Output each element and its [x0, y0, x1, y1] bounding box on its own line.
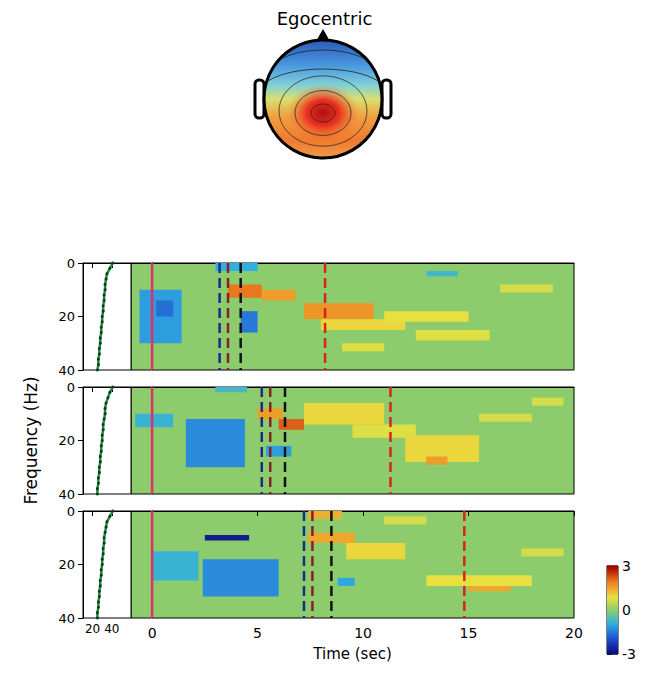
svg-text:20: 20	[58, 309, 75, 324]
svg-text:15: 15	[460, 625, 478, 641]
svg-text:Frequency (Hz): Frequency (Hz)	[21, 376, 41, 504]
svg-text:20: 20	[58, 433, 75, 448]
svg-text:Time (sec): Time (sec)	[312, 645, 391, 663]
svg-text:0: 0	[67, 504, 75, 519]
svg-text:-3: -3	[622, 646, 636, 662]
svg-text:40: 40	[104, 622, 119, 636]
svg-text:20: 20	[58, 557, 75, 572]
svg-text:10: 10	[354, 625, 372, 641]
svg-text:Egocentric: Egocentric	[277, 8, 373, 29]
svg-text:0: 0	[148, 625, 157, 641]
svg-text:3: 3	[622, 558, 631, 574]
svg-text:40: 40	[58, 487, 75, 502]
svg-text:20: 20	[565, 625, 583, 641]
svg-text:40: 40	[58, 363, 75, 378]
svg-text:20: 20	[85, 622, 100, 636]
svg-text:40: 40	[58, 611, 75, 626]
svg-text:0: 0	[67, 256, 75, 271]
svg-text:0: 0	[67, 380, 75, 395]
svg-text:5: 5	[253, 625, 262, 641]
svg-text:0: 0	[622, 602, 631, 618]
